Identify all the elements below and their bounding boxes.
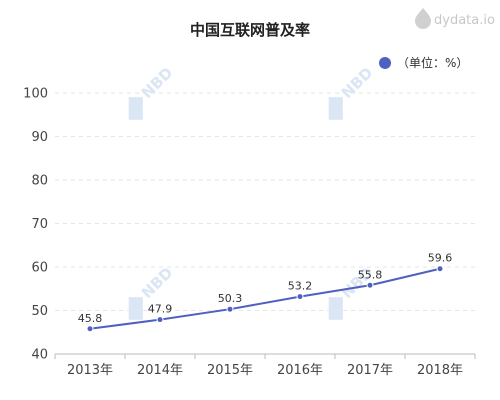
data-label: 53.2 [288,280,313,293]
watermark-mark-icon [328,297,343,320]
y-tick-label: 50 [31,304,48,319]
watermark-text: NBD [138,264,177,303]
nbd-watermark: NBD [128,64,177,120]
watermark-text: NBD [338,64,377,103]
data-point[interactable] [436,265,444,273]
legend-label: （单位：%） [397,55,468,70]
x-tick-label: 2017年 [347,363,393,378]
y-tick-label: 100 [23,87,48,102]
x-tick-label: 2018年 [417,363,463,378]
grid-layer [55,92,475,311]
y-tick-label: 40 [31,348,48,363]
data-label: 50.3 [218,292,243,305]
legend-marker [379,57,391,69]
nbd-watermark: NBD [328,64,377,120]
legend[interactable]: （单位：%） [379,55,468,70]
x-tick-label: 2015年 [207,363,253,378]
data-label: 59.6 [428,252,453,265]
data-point[interactable] [226,305,234,313]
data-label: 47.9 [148,303,173,316]
x-tick-label: 2014年 [137,363,183,378]
chart-title: 中国互联网普及率 [190,21,310,39]
brand-text: dydata.io [434,13,495,28]
watermark-text: NBD [138,64,177,103]
y-tick-label: 90 [31,130,48,145]
data-label: 55.8 [358,268,383,281]
data-point[interactable] [156,316,164,324]
data-point[interactable] [296,293,304,301]
watermark-mark-icon [128,297,143,320]
watermark-mark-icon [128,97,143,120]
y-tick-label: 60 [31,261,48,276]
data-point[interactable] [86,325,94,333]
axis-layer: 40 50 60 70 80 90 100 2013年 2014年 2015年 2016年 2017年… [23,87,476,378]
series-line [89,267,441,330]
x-tick-label: 2016年 [277,363,323,378]
y-tick-label: 80 [31,174,48,189]
brand-logo: dydata.io [415,8,495,29]
data-label: 45.8 [78,312,103,325]
watermark-mark-icon [328,97,343,120]
x-tick-label: 2013年 [67,363,113,378]
droplet-icon [415,8,431,29]
series-layer: 45.8 47.9 50.3 53.2 55.8 59.6 [78,252,453,333]
data-point[interactable] [366,281,374,289]
y-tick-label: 70 [31,217,48,232]
